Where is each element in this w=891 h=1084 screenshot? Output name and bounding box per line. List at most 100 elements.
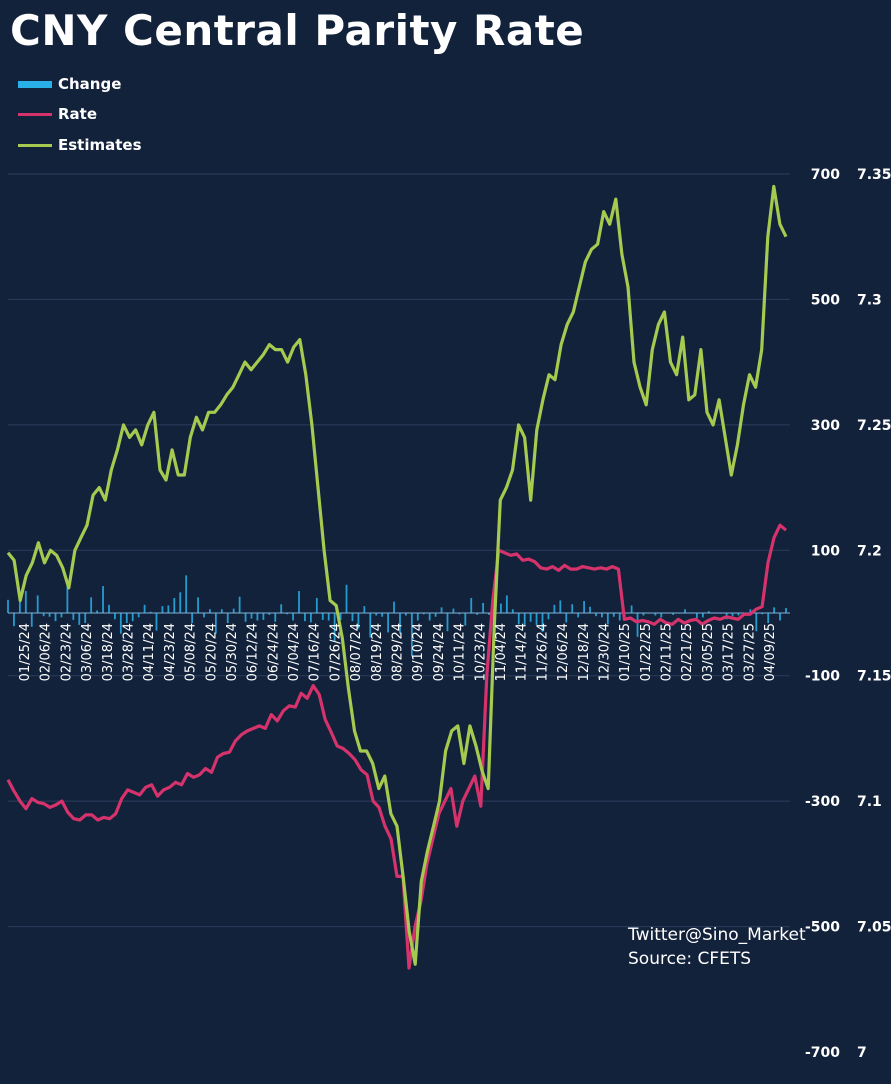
change-bar (505, 595, 508, 613)
change-bar (405, 613, 407, 616)
change-bar (375, 613, 378, 616)
change-bar (642, 613, 645, 616)
twitter-credit: Twitter@Sino_Market (628, 925, 806, 945)
change-bar (143, 604, 146, 613)
x-tick-label: 04/11/24 (142, 623, 157, 681)
change-bar (232, 608, 235, 613)
estimates-line-icon (18, 144, 52, 147)
chart-title: CNY Central Parity Rate (10, 6, 585, 55)
change-bar (737, 613, 740, 616)
change-bar (333, 613, 336, 642)
change-bar (779, 613, 781, 621)
change-bar (131, 613, 134, 622)
x-tick-label: 03/17/25 (722, 623, 737, 681)
x-tick-label: 04/23/24 (163, 623, 178, 681)
change-bar (309, 613, 312, 623)
x-tick-label: 03/27/25 (742, 623, 757, 681)
x-tick-label: 05/20/24 (204, 623, 219, 681)
change-bar (511, 609, 514, 613)
change-bar (606, 613, 609, 625)
change-bar (203, 613, 205, 618)
change-bar (434, 613, 437, 617)
change-bar (696, 613, 698, 619)
change-bar (214, 613, 217, 634)
change-bar (488, 613, 490, 615)
x-tick-label: 08/07/24 (349, 623, 364, 681)
change-bar (571, 604, 574, 613)
change-bar (387, 613, 389, 633)
change-bar (446, 613, 449, 632)
change-bar (185, 575, 188, 613)
change-bar (13, 613, 15, 627)
change-bar (707, 611, 710, 613)
change-bar (30, 613, 33, 627)
x-tick-label: 06/12/24 (246, 623, 261, 681)
change-bar (42, 613, 45, 617)
x-tick-label: 04/09/25 (763, 623, 778, 681)
legend-label-change: Change (58, 75, 122, 93)
change-bar (274, 613, 277, 622)
source-credit: Source: CFETS (628, 949, 752, 969)
change-bar (36, 595, 39, 613)
change-bar (399, 613, 401, 634)
change-bar (369, 613, 372, 638)
x-tick-label: 12/18/24 (577, 623, 592, 681)
change-bar (630, 605, 633, 613)
change-bar (286, 613, 289, 615)
change-bar (482, 602, 485, 613)
change-bar (500, 603, 502, 613)
change-bar (660, 613, 663, 618)
change-bar (244, 613, 247, 622)
change-bar (179, 592, 182, 613)
change-bar (440, 607, 443, 613)
change-bar (78, 613, 81, 625)
change-bar (553, 604, 556, 613)
change-bar (66, 583, 69, 613)
y-right-tick-label: 7.3 (857, 292, 882, 308)
change-bar (114, 613, 116, 620)
x-tick-label: 05/30/24 (225, 623, 240, 681)
x-tick-label: 10/23/24 (473, 623, 488, 681)
change-bar (339, 613, 342, 620)
legend-item-estimates: Estimates (18, 136, 142, 154)
x-tick-label: 11/14/24 (515, 623, 530, 681)
y-left-tick-label: 700 (811, 167, 840, 183)
change-bar (191, 613, 194, 624)
x-tick-label: 08/19/24 (370, 623, 385, 681)
x-tick-label: 03/28/24 (121, 623, 136, 681)
change-bar (565, 613, 568, 623)
change-bar (755, 613, 758, 632)
x-tick-label: 01/10/25 (618, 623, 633, 681)
x-tick-label: 01/22/25 (639, 623, 654, 681)
y-right-tick-label: 7.35 (857, 167, 891, 183)
change-bar (48, 613, 51, 617)
change-bar (684, 609, 686, 613)
change-bar (161, 606, 164, 613)
change-bar (731, 613, 734, 617)
grid-lines (8, 173, 790, 928)
change-swatch-icon (18, 81, 52, 88)
change-bar (24, 591, 27, 613)
x-tick-label: 02/11/25 (660, 623, 675, 681)
change-bar (280, 604, 283, 613)
change-bar (541, 613, 544, 632)
change-bar (327, 613, 330, 621)
x-tick-label: 12/30/24 (597, 623, 612, 681)
rate-line (6, 523, 788, 970)
y-right-tick-label: 7.05 (857, 920, 891, 936)
change-bar (583, 601, 585, 613)
change-bar (108, 604, 110, 613)
change-bar (220, 609, 223, 613)
y-left-tick-label: -100 (805, 669, 840, 685)
x-tick-label: 07/16/24 (308, 623, 323, 681)
change-bar (773, 607, 776, 613)
change-bar (292, 613, 294, 621)
x-tick-label: 07/26/24 (328, 623, 343, 681)
x-tick-label: 09/24/24 (432, 623, 447, 681)
x-tick-label: 07/04/24 (287, 623, 302, 681)
change-bar (523, 613, 526, 626)
change-bar (7, 599, 9, 613)
x-tick-label: 08/29/24 (391, 623, 406, 681)
change-bar (476, 613, 479, 615)
change-bar (363, 606, 366, 613)
